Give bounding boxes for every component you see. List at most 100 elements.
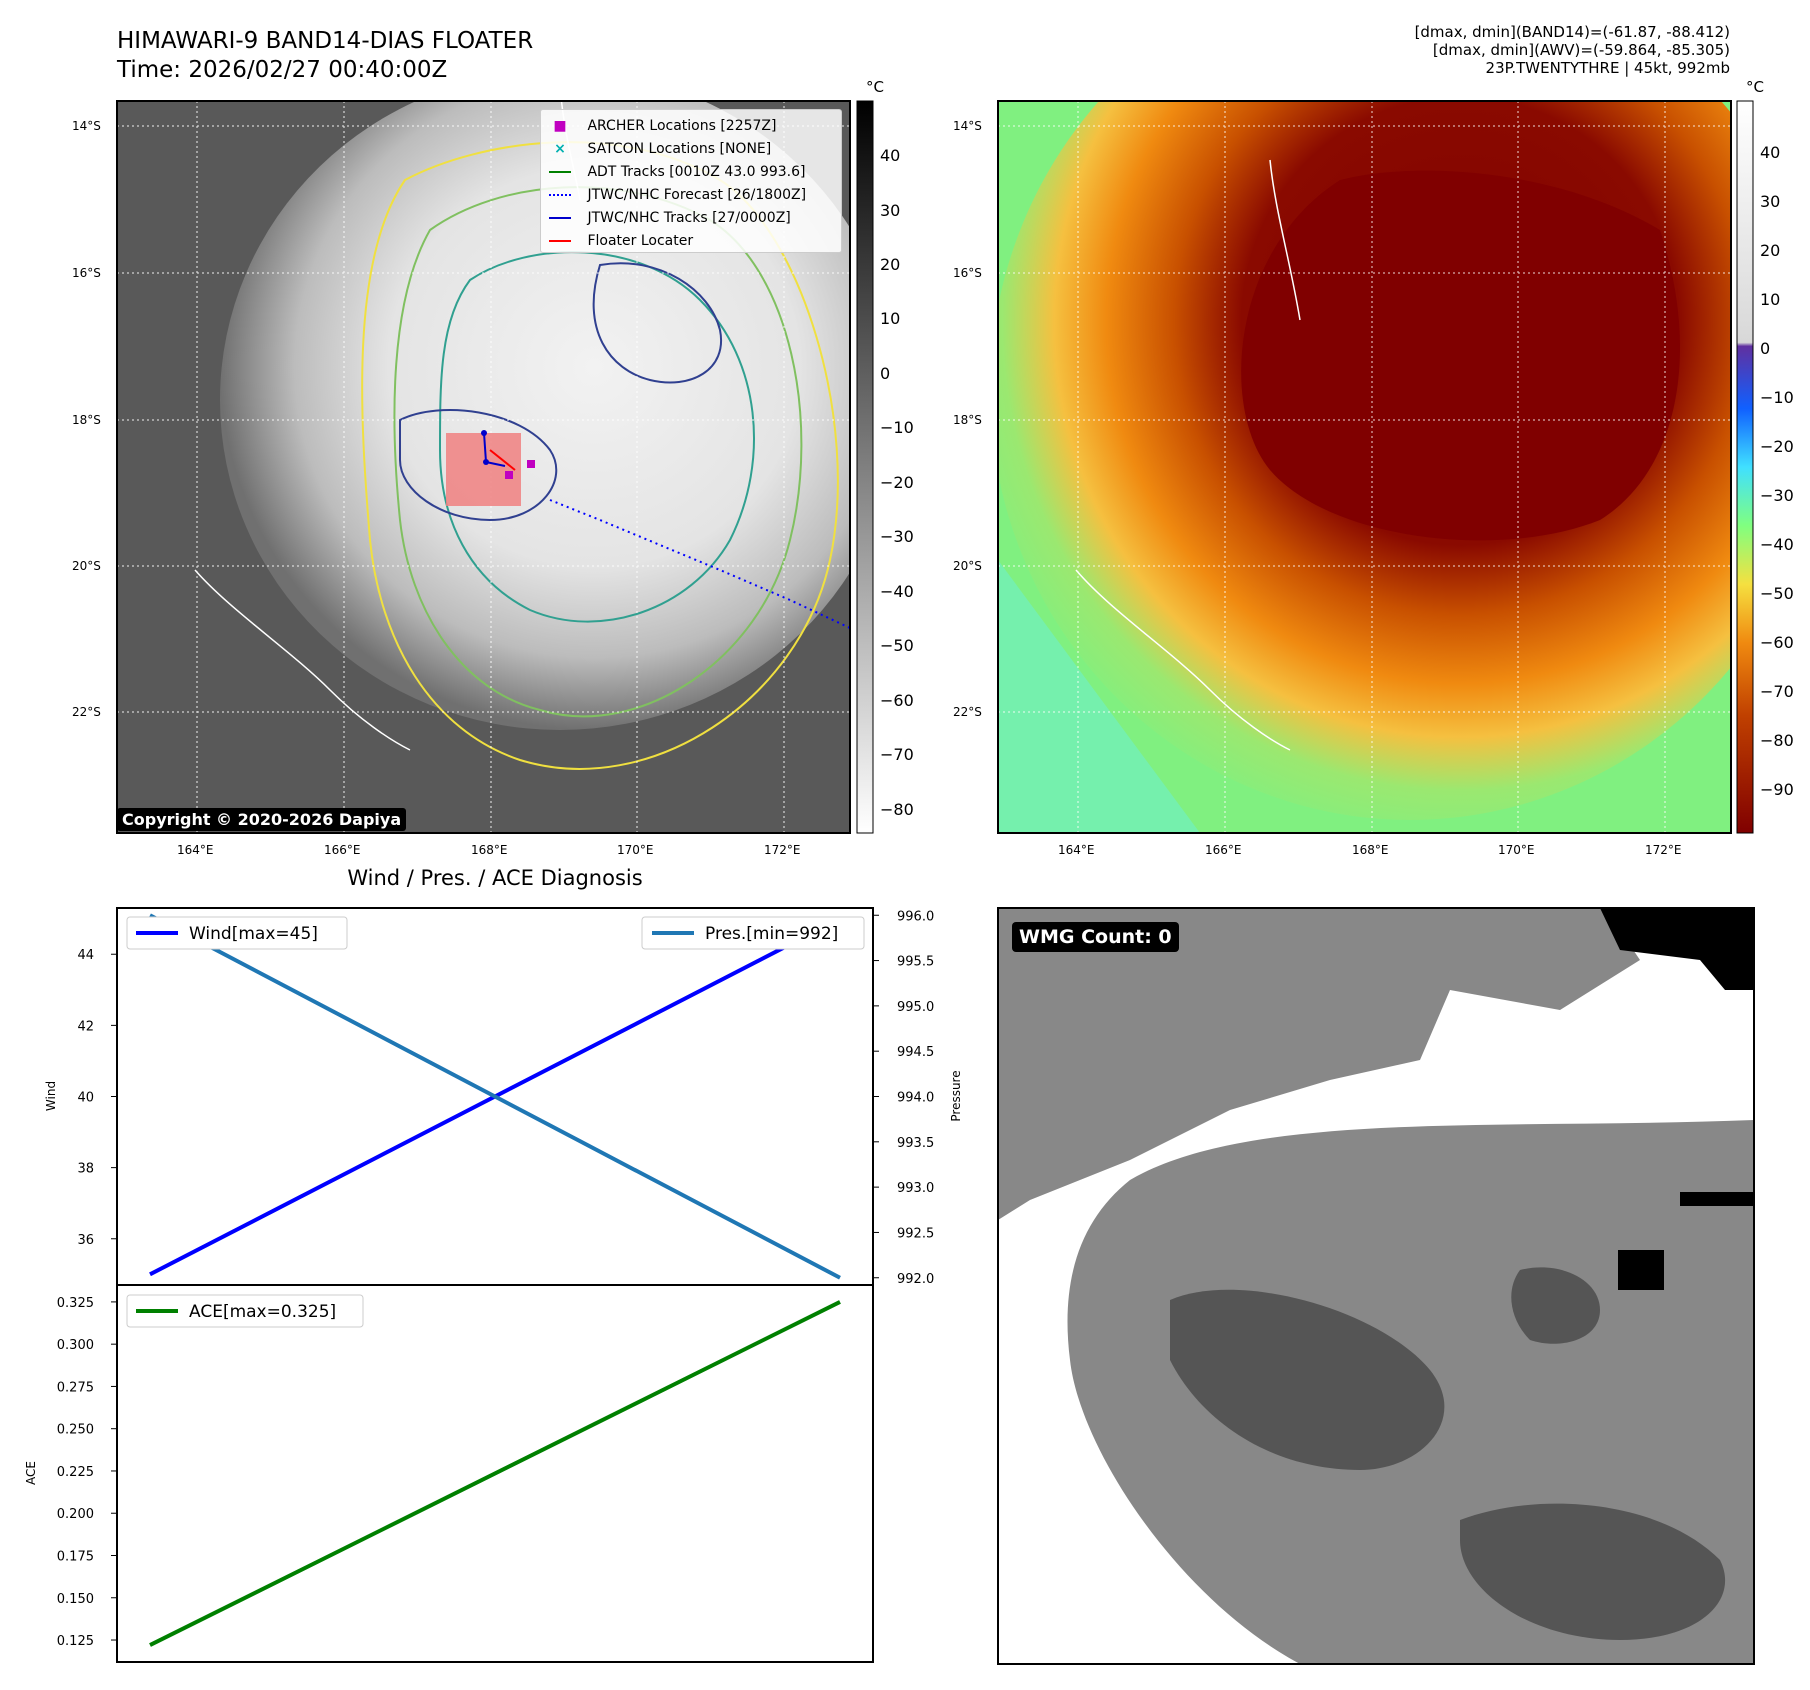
- wind-tick-label: 38: [77, 1162, 94, 1177]
- pressure-legend: Pres.[min=992]: [641, 916, 865, 950]
- lat-tick-label: 22°S: [953, 705, 982, 719]
- wmg-black-patch: [1618, 1250, 1664, 1290]
- colorbar-ticks: 40 30 20 10 0 −10 −20 −30 −40 −50 −60 −7…: [880, 101, 920, 833]
- awv-map-frame: [997, 100, 1732, 834]
- legend-item-satcon: × SATCON Locations [NONE]: [549, 138, 806, 161]
- lat-tick-label: 14°S: [72, 119, 101, 133]
- pressure-tick-label: 996.0: [897, 909, 934, 924]
- info-line-1: [dmax, dmin](BAND14)=(-61.87, -88.412): [1414, 23, 1730, 41]
- colorbar-tick: −40: [1760, 535, 1794, 554]
- pressure-tick-label: 994.0: [897, 1091, 934, 1106]
- lon-tick-label: 166°E: [324, 843, 361, 857]
- lon-tick-label: 164°E: [1058, 843, 1095, 857]
- contour-navy-north: [592, 262, 723, 384]
- contour-navy-core: [399, 409, 558, 522]
- figure-title: HIMAWARI-9 BAND14-DIAS FLOATER Time: 202…: [117, 27, 533, 85]
- lon-tick-label: 164°E: [177, 843, 214, 857]
- colorbar-tick: 10: [880, 309, 901, 328]
- dotted-line-icon: [549, 194, 571, 196]
- coastline-vanuatu: [1269, 159, 1301, 321]
- awv-core: [1241, 170, 1680, 541]
- floater-box: [446, 433, 521, 506]
- ace-axis-label: ACE: [24, 1461, 38, 1485]
- colorbar-tick: 0: [1760, 339, 1771, 358]
- colorbar-tick: −90: [1760, 780, 1794, 799]
- colorbar-tick: −80: [1760, 731, 1794, 750]
- ace-tick-label: 0.250: [57, 1423, 94, 1438]
- wmg-region-dark: [1170, 1289, 1445, 1470]
- colorbar-tick: 0: [880, 364, 891, 383]
- lon-tick-label: 170°E: [617, 843, 654, 857]
- colorbar-tick: −60: [880, 691, 914, 710]
- lat-tick-label: 16°S: [72, 266, 101, 280]
- awv-colorbar: [1736, 100, 1754, 834]
- ace-tick-label: 0.200: [57, 1507, 94, 1522]
- colorbar-tick: −70: [880, 745, 914, 764]
- ace-tick-label: 0.275: [57, 1380, 94, 1395]
- wind-legend: Wind[max=45]: [126, 916, 348, 950]
- line-marker-icon: [549, 171, 571, 173]
- legend-item-archer: ■ ARCHER Locations [2257Z]: [549, 115, 806, 138]
- wmg-region-dark-east: [1511, 1267, 1600, 1344]
- lat-tick-label: 20°S: [953, 559, 982, 573]
- cloud-shield: [220, 101, 850, 730]
- x-marker-icon: ×: [554, 141, 566, 157]
- colorbar-tick: −50: [880, 636, 914, 655]
- colorbar-tick: −60: [1760, 633, 1794, 652]
- colorbar-tick: −10: [1760, 388, 1794, 407]
- lat-tick-label: 18°S: [953, 413, 982, 427]
- ace-tick-label: 0.225: [57, 1465, 94, 1480]
- colorbar-tick: −50: [1760, 584, 1794, 603]
- lat-tick-label: 18°S: [72, 413, 101, 427]
- ir-map-frame: [116, 100, 851, 834]
- pressure-y-axis: 992.0 992.5 993.0 993.5 994.0 994.5 995.0 995.5…: [873, 909, 934, 1287]
- map-legend: ■ ARCHER Locations [2257Z] × SATCON Loca…: [540, 109, 842, 253]
- colorbar-tick: −20: [880, 473, 914, 492]
- colorbar-unit: °C: [1746, 78, 1764, 96]
- pressure-tick-label: 995.5: [897, 955, 934, 970]
- legend-item-tracks: JTWC/NHC Tracks [27/0000Z]: [549, 207, 806, 230]
- colorbar-tick: −70: [1760, 682, 1794, 701]
- legend-item-forecast: JTWC/NHC Forecast [26/1800Z]: [549, 184, 806, 207]
- diagnosis-chart: 36 38 40 42 44 992.0 992.5 993.0 993.5 994.0 994.…: [24, 907, 963, 1663]
- wind-tick-label: 42: [77, 1019, 94, 1034]
- info-line-2: [dmax, dmin](AWV)=(-59.864, -85.305): [1432, 41, 1730, 59]
- pressure-tick-label: 994.5: [897, 1045, 934, 1060]
- lon-tick-label: 166°E: [1205, 843, 1242, 857]
- lon-tick-label: 170°E: [1498, 843, 1535, 857]
- wmg-region-light: [998, 908, 1640, 1220]
- pressure-tick-label: 992.5: [897, 1226, 934, 1241]
- copyright-badge: Copyright © 2020-2026 Dapiya: [117, 808, 407, 831]
- legend-item-floater: Floater Locater: [549, 230, 806, 253]
- storm-info: [dmax, dmin](BAND14)=(-61.87, -88.412) […: [1415, 23, 1730, 77]
- colorbar-tick: 40: [880, 146, 901, 165]
- line-marker-icon: [549, 240, 571, 242]
- wmg-region-dark-south: [1460, 1503, 1726, 1640]
- ace-tick-label: 0.175: [57, 1549, 94, 1564]
- colorbar-tick: −40: [880, 582, 914, 601]
- ace-tick-label: 0.150: [57, 1592, 94, 1607]
- archer-location-marker: [527, 460, 535, 468]
- ace-tick-label: 0.325: [57, 1296, 94, 1311]
- lat-tick-label: 22°S: [72, 705, 101, 719]
- coastline-new-caledonia: [1075, 569, 1291, 751]
- colorbar-ticks: 40 30 20 10 0 −10 −20 −30 −40 −50 −60 −7…: [1760, 101, 1808, 833]
- colorbar-tick: 20: [880, 255, 901, 274]
- lon-tick-label: 172°E: [1645, 843, 1682, 857]
- lon-tick-label: 172°E: [764, 843, 801, 857]
- jtwc-track-point: [481, 430, 487, 436]
- lat-tick-label: 20°S: [72, 559, 101, 573]
- wmg-region-black: [1600, 908, 1754, 990]
- forecast-track: [549, 499, 850, 629]
- line-dot-icon: [549, 217, 571, 219]
- colorbar-tick: 30: [880, 201, 901, 220]
- pressure-series-line: [149, 913, 841, 1280]
- wind-tick-label: 36: [77, 1233, 94, 1248]
- colorbar-tick: 30: [1760, 192, 1781, 211]
- pressure-tick-label: 995.0: [897, 1000, 934, 1015]
- pressure-axis-label: Pressure: [949, 1070, 963, 1121]
- colorbar-tick: −10: [880, 418, 914, 437]
- pressure-tick-label: 993.0: [897, 1181, 934, 1196]
- wind-legend-label: Wind[max=45]: [189, 924, 318, 944]
- colorbar-tick: −20: [1760, 437, 1794, 456]
